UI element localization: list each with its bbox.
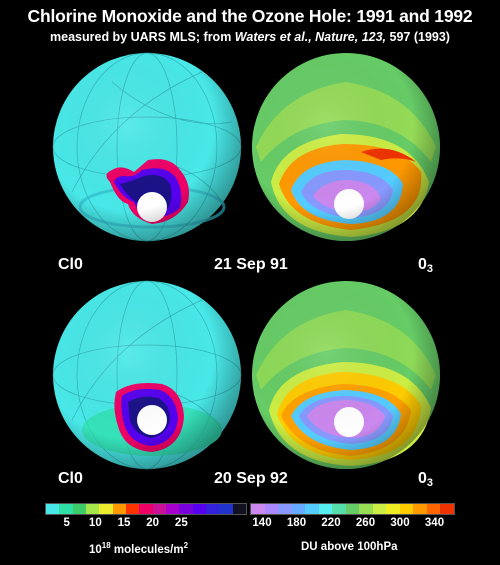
clo-colorbar-swatch bbox=[72, 504, 86, 514]
clo-map-1992 bbox=[52, 280, 242, 470]
o3-colorbar-swatch bbox=[372, 504, 387, 514]
o3-colorbar-swatch bbox=[399, 504, 414, 514]
o3-colorbar-swatch bbox=[440, 504, 454, 514]
figure-title: Chlorine Monoxide and the Ozone Hole: 19… bbox=[27, 6, 473, 26]
clo-colorbar-swatch bbox=[99, 504, 113, 514]
clo-colorbar-swatch bbox=[139, 504, 153, 514]
clo-colorbar-swatch bbox=[232, 504, 246, 514]
o3-colorbar bbox=[250, 503, 455, 515]
o3-map-1991 bbox=[252, 53, 440, 241]
o3-colorbar-swatch bbox=[318, 504, 333, 514]
o3-colorbar-swatch bbox=[332, 504, 346, 514]
clo-colorbar-swatch bbox=[179, 504, 193, 514]
o3-colorbar-swatch bbox=[278, 504, 292, 514]
clo-colorbar-swatch bbox=[192, 504, 206, 514]
o3-colorbar-swatch bbox=[345, 504, 360, 514]
date-label-1991: 21 Sep 91 bbox=[214, 256, 288, 273]
date-label-1992: 20 Sep 92 bbox=[214, 470, 288, 487]
o3-tick-label: 260 bbox=[355, 517, 376, 529]
clo-map-1991 bbox=[52, 52, 242, 242]
o3-colorbar-swatch bbox=[291, 504, 306, 514]
clo-colorbar-swatch bbox=[165, 504, 180, 514]
clo-colorbar-swatch bbox=[59, 504, 73, 514]
o3-colorbar-swatch bbox=[305, 504, 319, 514]
clo-tick-label: 15 bbox=[117, 517, 131, 529]
o3-colorbar-swatch bbox=[413, 504, 427, 514]
clo-tick-label: 10 bbox=[88, 517, 102, 529]
o3-tick-label: 220 bbox=[321, 517, 341, 529]
clo-colorbar-swatch bbox=[85, 504, 100, 514]
o3-colorbar-swatch bbox=[251, 504, 265, 514]
clo-colorbar-swatch bbox=[219, 504, 233, 514]
clo-colorbar bbox=[45, 503, 247, 515]
o3-tick-label: 140 bbox=[252, 517, 272, 529]
o3-tick-label: 180 bbox=[286, 517, 307, 529]
clo-label-1991: Cl0 bbox=[58, 256, 83, 273]
clo-tick-label: 25 bbox=[174, 517, 188, 529]
o3-tick-label: 300 bbox=[390, 517, 410, 529]
o3-colorbar-swatch bbox=[426, 504, 441, 514]
clo-colorbar-swatch bbox=[125, 504, 140, 514]
o3-label-1991: 03 bbox=[418, 256, 434, 275]
clo-colorbar-swatch bbox=[46, 504, 60, 514]
clo-unit-label: 1018 molecules/m2 bbox=[89, 541, 189, 556]
o3-map-1992 bbox=[252, 281, 440, 469]
o3-colorbar-swatch bbox=[386, 504, 400, 514]
o3-label-1992: 03 bbox=[418, 470, 434, 489]
o3-unit-label: DU above 100hPa bbox=[301, 541, 398, 553]
clo-colorbar-swatch bbox=[112, 504, 126, 514]
o3-colorbar-swatch bbox=[264, 504, 279, 514]
clo-tick-label: 5 bbox=[63, 517, 70, 529]
figure-subtitle: measured by UARS MLS; from Waters et al.… bbox=[50, 30, 450, 44]
clo-tick-label: 20 bbox=[146, 517, 160, 529]
o3-tick-label: 340 bbox=[424, 517, 445, 529]
clo-colorbar-swatch bbox=[205, 504, 220, 514]
clo-label-1992: Cl0 bbox=[58, 470, 83, 487]
o3-colorbar-swatch bbox=[359, 504, 373, 514]
clo-colorbar-swatch bbox=[152, 504, 166, 514]
